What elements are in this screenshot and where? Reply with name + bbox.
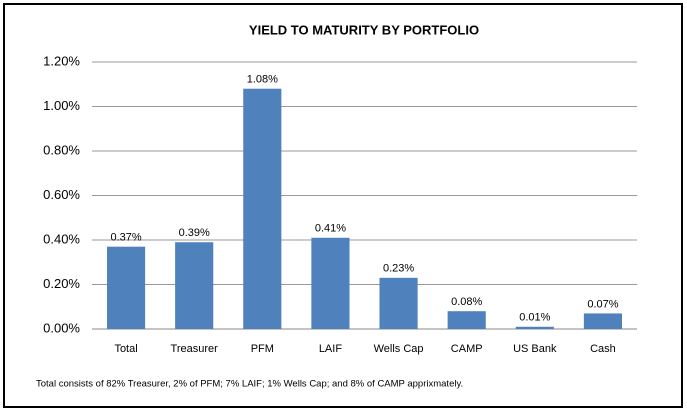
y-tick-label: 0.80% [43,142,80,157]
bar [447,311,486,329]
y-tick-label: 1.20% [43,53,80,68]
data-label: 0.37% [110,232,141,244]
x-tick-label: CAMP [451,343,483,355]
y-tick-label: 0.40% [43,231,80,246]
bar [175,242,214,329]
data-label: 0.23% [383,263,414,275]
bar [379,277,418,329]
y-tick-label: 0.20% [43,276,80,291]
x-tick-label: Cash [590,343,616,355]
data-label: 0.08% [451,296,482,308]
data-label: 1.08% [247,74,278,86]
chart-title: YIELD TO MATURITY BY PORTFOLIO [249,22,479,37]
bar [311,237,350,329]
bar [515,326,554,329]
data-label: 0.07% [587,298,618,310]
y-tick-label: 1.00% [43,98,80,113]
footnote: Total consists of 82% Treasurer, 2% of P… [36,379,463,390]
bar [243,88,282,329]
x-tick-label: Total [114,343,137,355]
y-tick-label: 0.00% [43,320,80,335]
x-tick-label: PFM [251,343,274,355]
x-tick-label: Treasurer [171,343,219,355]
bar [106,246,146,329]
x-tick-label: US Bank [513,343,557,355]
data-label: 0.01% [519,312,550,324]
bar [583,313,623,329]
y-tick-label: 0.60% [43,187,80,202]
x-tick-label: LAIF [319,343,343,355]
chart-border [3,3,683,408]
data-label: 0.41% [315,223,346,235]
data-label: 0.39% [179,227,210,239]
x-tick-label: Wells Cap [374,343,424,355]
